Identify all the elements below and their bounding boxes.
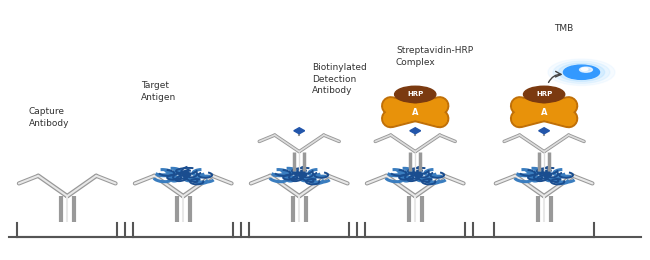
Circle shape [580, 67, 592, 72]
Circle shape [582, 68, 588, 70]
Text: HRP: HRP [536, 91, 552, 98]
Text: A: A [541, 108, 547, 117]
Circle shape [523, 86, 565, 102]
Polygon shape [294, 128, 305, 134]
Text: Capture
Antibody: Capture Antibody [29, 107, 69, 128]
Circle shape [558, 63, 605, 81]
Text: TMB: TMB [554, 24, 573, 33]
Circle shape [548, 59, 615, 86]
Text: Streptavidin-HRP
Complex: Streptavidin-HRP Complex [396, 46, 473, 67]
Text: Target
Antigen: Target Antigen [141, 81, 177, 102]
Polygon shape [539, 128, 549, 134]
Text: HRP: HRP [407, 91, 423, 98]
Text: A: A [412, 108, 419, 117]
Text: Biotinylated
Detection
Antibody: Biotinylated Detection Antibody [312, 63, 367, 95]
Circle shape [395, 86, 436, 102]
Circle shape [553, 61, 610, 83]
Circle shape [564, 65, 599, 79]
Polygon shape [410, 128, 421, 134]
